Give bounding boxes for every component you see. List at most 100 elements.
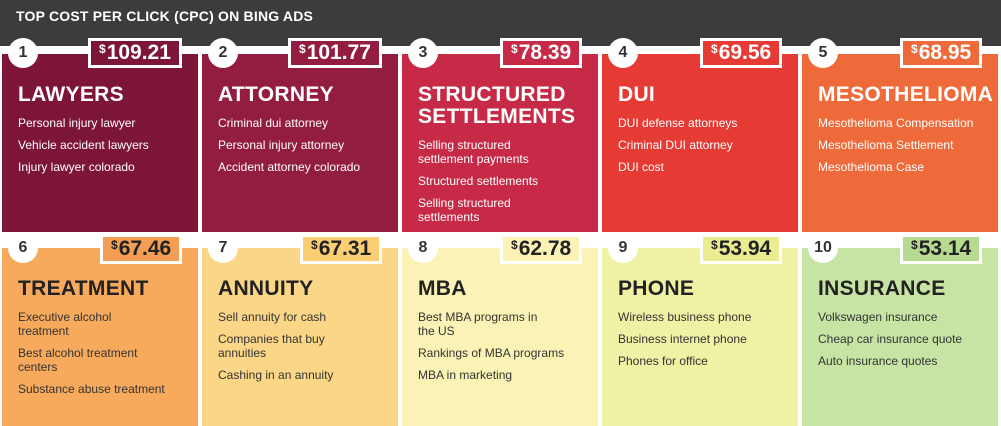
keyword-item: Wireless business phone <box>618 310 752 324</box>
currency-symbol: $ <box>99 42 106 56</box>
cpc-amount: 69.56 <box>718 41 772 64</box>
keyword-list: Sell annuity for cash Companies that buy … <box>218 310 338 390</box>
keyword-item: Sell annuity for cash <box>218 310 327 324</box>
currency-symbol: $ <box>311 238 318 252</box>
cpc-amount: 68.95 <box>918 41 972 64</box>
keyword-item: Business internet phone <box>618 332 747 346</box>
keyword-item: Cheap car insurance quote <box>818 332 963 346</box>
keyword-list: Selling structured settlement payments St… <box>418 138 538 232</box>
keyword-item: DUI defense attorneys <box>618 116 738 130</box>
category-heading: ATTORNEY <box>218 83 334 106</box>
cpc-amount: 67.46 <box>118 237 172 260</box>
keyword-card-treatment: TREATMENT Executive alcohol treatment Best… <box>2 248 198 426</box>
currency-symbol: $ <box>911 42 918 56</box>
keyword-list: Best MBA programs in the US Rankings of M… <box>418 310 564 390</box>
currency-symbol: $ <box>299 42 306 56</box>
currency-symbol: $ <box>111 238 118 252</box>
keyword-card-structured-settlements: STRUCTURED SETTLEMENTS Selling structured… <box>402 54 598 232</box>
keyword-item: Criminal DUI attorney <box>618 138 733 152</box>
rank-badge: 4 <box>608 38 638 68</box>
keyword-item: Personal injury lawyer <box>18 116 136 130</box>
currency-symbol: $ <box>511 238 518 252</box>
keyword-list: Criminal dui attorney Personal injury att… <box>218 116 360 182</box>
keyword-item: Criminal dui attorney <box>218 116 329 130</box>
keyword-card-annuity: ANNUITY Sell annuity for cash Companies th… <box>202 248 398 426</box>
keyword-item: Selling structured settlements <box>418 196 511 224</box>
keyword-card-mba: MBA Best MBA programs in the US Rankings o… <box>402 248 598 426</box>
infographic-title: TOP COST PER CLICK (CPC) ON BING ADS <box>16 8 314 24</box>
cpc-amount: 67.31 <box>318 237 372 260</box>
keyword-list: Executive alcohol treatment Best alcohol … <box>18 310 165 404</box>
keyword-item: Executive alcohol treatment <box>18 310 112 338</box>
cpc-amount: 78.39 <box>518 41 572 64</box>
currency-symbol: $ <box>511 42 518 56</box>
currency-symbol: $ <box>711 238 718 252</box>
keyword-card-mesothelioma: MESOTHELIOMA Mesothelioma Compensation Mes… <box>802 54 998 232</box>
cpc-price-badge: $101.77 <box>288 38 382 68</box>
rank-badge: 1 <box>8 38 38 68</box>
keyword-list: Volkswagen insurance Cheap car insurance … <box>818 310 962 376</box>
keyword-item: Best alcohol treatment centers <box>18 346 138 374</box>
category-heading: MBA <box>418 277 467 300</box>
cpc-price-badge: $53.94 <box>700 234 783 264</box>
currency-symbol: $ <box>711 42 718 56</box>
keyword-item: Structured settlements <box>418 174 539 188</box>
currency-symbol: $ <box>911 238 918 252</box>
keyword-item: DUI cost <box>618 160 665 174</box>
keyword-item: Mesothelioma Compensation <box>818 116 974 130</box>
keyword-item: MBA in marketing <box>418 368 513 382</box>
keyword-list: Wireless business phone Business internet… <box>618 310 751 376</box>
keyword-item: Injury lawyer colorado <box>18 160 135 174</box>
category-heading: STRUCTURED SETTLEMENTS <box>418 83 576 128</box>
cpc-price-badge: $62.78 <box>500 234 583 264</box>
keyword-item: Rankings of MBA programs <box>418 346 565 360</box>
rank-badge: 3 <box>408 38 438 68</box>
keyword-card-lawyers: LAWYERS Personal injury lawyer Vehicle acc… <box>2 54 198 232</box>
cpc-price-badge: $53.14 <box>900 234 983 264</box>
cpc-amount: 109.21 <box>106 41 171 64</box>
keyword-item: Cashing in an annuity <box>218 368 334 382</box>
keyword-item: Substance abuse treatment <box>18 382 165 396</box>
keyword-list: Mesothelioma Compensation Mesothelioma Se… <box>818 116 973 182</box>
cpc-price-badge: $67.31 <box>300 234 383 264</box>
keyword-item: Accident attorney colorado <box>218 160 361 174</box>
cpc-price-badge: $69.56 <box>700 38 783 68</box>
rank-badge: 6 <box>8 233 38 263</box>
keyword-item: Auto insurance quotes <box>818 354 938 368</box>
category-heading: MESOTHELIOMA <box>818 83 994 106</box>
cpc-amount: 53.14 <box>918 237 972 260</box>
keyword-item: Mesothelioma Settlement <box>818 138 954 152</box>
category-heading: INSURANCE <box>818 277 946 300</box>
cpc-price-badge: $78.39 <box>500 38 583 68</box>
keyword-card-attorney: ATTORNEY Criminal dui attorney Personal in… <box>202 54 398 232</box>
keyword-item: Best MBA programs in the US <box>418 310 538 338</box>
cpc-price-badge: $68.95 <box>900 38 983 68</box>
keyword-item: Companies that buy annuities <box>218 332 325 360</box>
keyword-item: Vehicle accident lawyers <box>18 138 149 152</box>
cpc-amount: 101.77 <box>306 41 371 64</box>
cpc-price-badge: $109.21 <box>88 38 182 68</box>
keyword-card-insurance: INSURANCE Volkswagen insurance Cheap car i… <box>802 248 998 426</box>
keyword-item: Selling structured settlement payments <box>418 138 529 166</box>
keyword-item: Mesothelioma Case <box>818 160 925 174</box>
category-heading: LAWYERS <box>18 83 124 106</box>
keyword-item: Personal injury attorney <box>218 138 345 152</box>
rank-badge: 5 <box>808 38 838 68</box>
rank-badge: 7 <box>208 233 238 263</box>
category-heading: PHONE <box>618 277 695 300</box>
keyword-list: DUI defense attorneys Criminal DUI attorn… <box>618 116 737 182</box>
keyword-card-dui: DUI DUI defense attorneys Criminal DUI att… <box>602 54 798 232</box>
cpc-amount: 53.94 <box>718 237 772 260</box>
keyword-item: Phones for office <box>618 354 708 368</box>
cpc-price-badge: $67.46 <box>100 234 183 264</box>
keyword-card-phone: PHONE Wireless business phone Business int… <box>602 248 798 426</box>
rank-badge: 2 <box>208 38 238 68</box>
rank-badge: 9 <box>608 233 638 263</box>
keyword-item: Volkswagen insurance <box>818 310 938 324</box>
category-heading: TREATMENT <box>18 277 149 300</box>
rank-badge: 10 <box>808 233 838 263</box>
category-heading: ANNUITY <box>218 277 314 300</box>
category-heading: DUI <box>618 83 656 106</box>
rank-badge: 8 <box>408 233 438 263</box>
keyword-list: Personal injury lawyer Vehicle accident l… <box>18 116 149 182</box>
